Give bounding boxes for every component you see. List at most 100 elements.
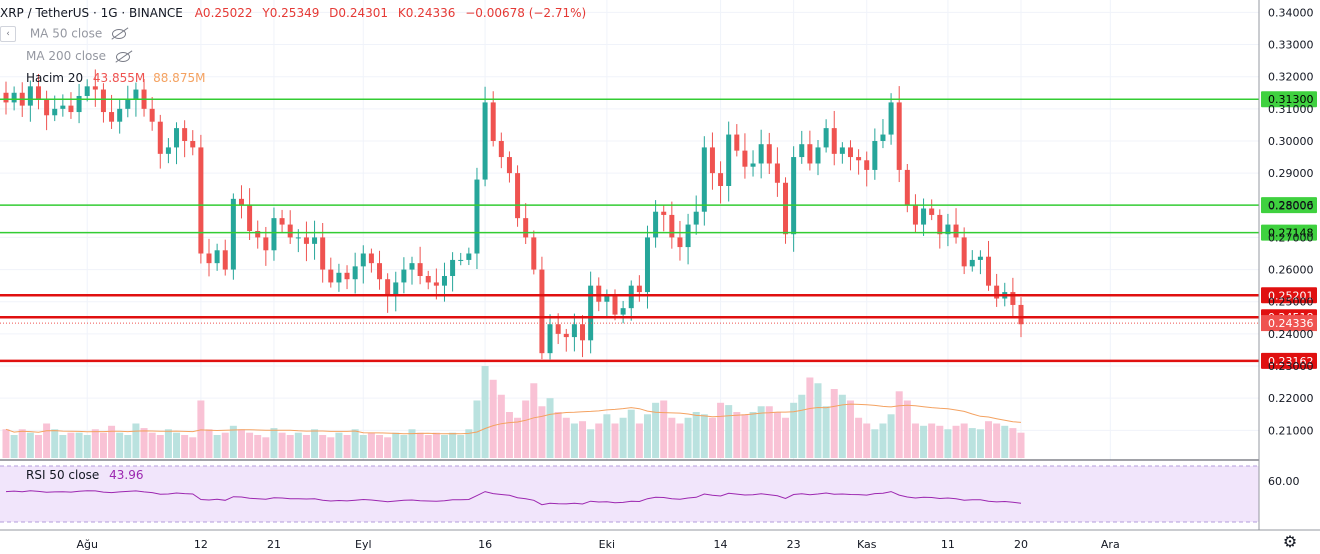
- volume-bar: [562, 417, 570, 458]
- candle-body: [182, 128, 188, 141]
- symbol-header[interactable]: XRP / TetherUS · 1G · BINANCE A0.25022 Y…: [0, 6, 586, 20]
- hidden-eye-icon[interactable]: [115, 51, 130, 62]
- price-tick-label: 0.32000: [1268, 71, 1314, 84]
- price-tick-label: 0.23000: [1268, 360, 1314, 373]
- time-tick-label: Kas: [857, 538, 877, 551]
- candle-body: [466, 253, 472, 260]
- rsi-legend[interactable]: RSI 50 close 43.96: [26, 468, 144, 482]
- candle-body: [555, 324, 561, 334]
- volume-bar: [749, 412, 757, 458]
- level-label: 0.23162: [1268, 355, 1314, 368]
- price-tick-label: 0.29000: [1268, 167, 1314, 180]
- candle-body: [523, 218, 529, 238]
- volume-bar: [838, 394, 846, 458]
- volume-bar: [676, 423, 684, 458]
- candle-body: [377, 263, 383, 280]
- volume-bar: [497, 394, 505, 458]
- candle-body: [206, 253, 212, 264]
- volume-bar: [976, 429, 984, 458]
- candle-body: [726, 134, 732, 186]
- volume-bar: [10, 435, 18, 458]
- volume-bar: [124, 435, 132, 458]
- volume-bar: [18, 429, 26, 458]
- candle-body: [766, 144, 772, 164]
- candles: [3, 69, 1024, 360]
- volume-bar: [505, 412, 513, 458]
- volume-bar: [782, 417, 790, 458]
- volume-bar: [684, 417, 692, 458]
- time-axis[interactable]: Ağu 12 21 Eyl 16 Eki 14 23 Kas 11 20 Ara: [76, 538, 1119, 551]
- level-tag: [1261, 91, 1317, 108]
- volume-bar: [376, 435, 384, 458]
- volume-legend[interactable]: Hacim 20 43.855M 88.875M: [26, 71, 205, 85]
- volume-bar: [229, 425, 237, 458]
- settings-gear-icon[interactable]: ⚙: [1282, 532, 1298, 551]
- candle-body: [847, 147, 853, 158]
- volume-bar: [952, 425, 960, 458]
- volume-bar: [863, 423, 871, 458]
- volume-bar: [132, 423, 140, 458]
- candle-body: [100, 89, 106, 113]
- volume-bar: [197, 400, 205, 458]
- volume-bar: [59, 435, 67, 458]
- time-tick-label: 23: [787, 538, 801, 551]
- candle-body: [709, 147, 715, 174]
- candle-body: [937, 214, 943, 235]
- volume-bar: [416, 432, 424, 458]
- volume-bar: [278, 432, 286, 458]
- candle-body: [441, 276, 447, 286]
- candle-body: [945, 224, 951, 235]
- volume-ma-line: [5, 403, 1022, 435]
- volume-bars: [2, 366, 1025, 458]
- volume-bar: [213, 435, 221, 458]
- price-tick-label: 0.30000: [1268, 135, 1314, 148]
- volume-bar: [546, 398, 554, 458]
- volume-bar: [237, 429, 245, 458]
- volume-bar: [530, 383, 538, 458]
- candle-body: [571, 324, 577, 338]
- candle-body: [653, 211, 659, 238]
- time-tick-label: 14: [714, 538, 728, 551]
- time-tick-label: Ağu: [76, 538, 97, 551]
- volume-bar: [189, 437, 197, 458]
- level-label: 0.28006: [1268, 199, 1314, 212]
- volume-bar: [91, 429, 99, 458]
- candle-body: [921, 208, 927, 225]
- ma50-legend[interactable]: ‹ MA 50 close: [0, 26, 127, 42]
- volume-bar: [903, 400, 911, 458]
- volume-bar: [67, 432, 75, 458]
- price-axis[interactable]: 0.34000 0.33000 0.32000 0.31000 0.30000 0.290…: [1268, 6, 1314, 437]
- candle-body: [401, 269, 407, 283]
- candle-body: [27, 86, 33, 106]
- candle-body: [839, 147, 845, 154]
- time-tick-label: 16: [478, 538, 492, 551]
- rsi-value: 43.96: [109, 468, 144, 482]
- horizontal-levels[interactable]: 0.313000.280060.271480.252010.245180.231…: [0, 91, 1317, 369]
- candle-body: [506, 157, 512, 174]
- candle-body: [417, 263, 423, 277]
- candle-body: [815, 147, 821, 164]
- volume-bar: [327, 437, 335, 458]
- level-tag: [1261, 197, 1317, 214]
- candle-body: [677, 237, 683, 248]
- price-pane[interactable]: [0, 0, 1259, 460]
- volume-bar: [814, 383, 822, 458]
- volume-bar: [570, 423, 578, 458]
- volume-bar: [34, 435, 42, 458]
- candle-body: [969, 259, 975, 267]
- candle-body: [929, 208, 935, 215]
- candle-body: [758, 144, 764, 164]
- volume-bar: [692, 412, 700, 458]
- hidden-eye-icon[interactable]: [112, 29, 127, 39]
- candle-body: [1018, 304, 1024, 325]
- price-tick-label: 0.26000: [1268, 264, 1314, 277]
- ma200-legend[interactable]: MA 200 close: [26, 49, 130, 63]
- candle-body: [718, 173, 724, 186]
- price-tick-label: 0.31000: [1268, 103, 1314, 116]
- volume-bar: [359, 435, 367, 458]
- volume-bar: [108, 425, 116, 458]
- candle-body: [977, 256, 983, 260]
- collapse-icon[interactable]: ‹: [0, 26, 16, 42]
- volume-bar: [855, 417, 863, 458]
